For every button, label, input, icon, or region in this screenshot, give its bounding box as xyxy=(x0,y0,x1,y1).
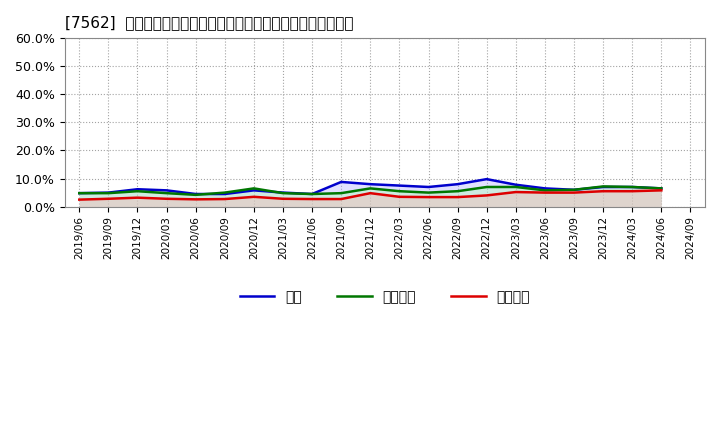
在庫 xyxy=(220,191,229,197)
買入債務 xyxy=(104,191,113,196)
在庫 xyxy=(337,179,346,184)
買入債務 xyxy=(570,187,578,192)
在庫 xyxy=(570,187,578,192)
売上債権 xyxy=(482,193,491,198)
在庫 xyxy=(250,188,258,193)
売上債権 xyxy=(279,196,287,202)
売上債権 xyxy=(162,196,171,202)
Text: [7562]  売上債権、在庫、買入債務の総資産に対する比率の推移: [7562] 売上債権、在庫、買入債務の総資産に対する比率の推移 xyxy=(65,15,354,30)
売上債権 xyxy=(337,196,346,202)
買入債務 xyxy=(657,186,666,191)
在庫 xyxy=(482,176,491,182)
売上債権 xyxy=(104,196,113,202)
買入債務 xyxy=(511,184,520,190)
売上債権 xyxy=(395,194,404,199)
在庫 xyxy=(454,182,462,187)
在庫 xyxy=(511,182,520,187)
売上債権 xyxy=(541,190,549,195)
売上債権 xyxy=(424,194,433,200)
買入債務 xyxy=(628,184,636,190)
在庫 xyxy=(75,191,84,196)
買入債務 xyxy=(250,186,258,191)
在庫 xyxy=(279,190,287,195)
買入債務 xyxy=(307,191,316,197)
買入債務 xyxy=(162,191,171,196)
買入債務 xyxy=(220,190,229,195)
売上債権 xyxy=(192,197,200,202)
買入債務 xyxy=(482,184,491,190)
売上債権 xyxy=(250,194,258,199)
在庫 xyxy=(599,184,608,190)
売上債権 xyxy=(454,194,462,200)
在庫 xyxy=(307,191,316,197)
買入債務 xyxy=(133,189,142,194)
在庫 xyxy=(628,184,636,190)
売上債権 xyxy=(570,190,578,195)
Legend: 在庫, 買入債務, 売上債権: 在庫, 買入債務, 売上債権 xyxy=(234,284,536,309)
Line: 売上債権: 売上債権 xyxy=(79,191,662,200)
在庫 xyxy=(541,186,549,191)
買入債務 xyxy=(454,189,462,194)
在庫 xyxy=(104,190,113,195)
在庫 xyxy=(162,188,171,193)
在庫 xyxy=(395,183,404,188)
在庫 xyxy=(133,187,142,192)
買入債務 xyxy=(366,186,374,191)
買入債務 xyxy=(279,191,287,196)
Line: 在庫: 在庫 xyxy=(79,179,662,194)
買入債務 xyxy=(599,184,608,189)
在庫 xyxy=(192,191,200,197)
売上債権 xyxy=(220,196,229,202)
売上債権 xyxy=(307,196,316,202)
買入債務 xyxy=(75,191,84,196)
売上債権 xyxy=(75,197,84,202)
買入債務 xyxy=(395,189,404,194)
在庫 xyxy=(366,182,374,187)
売上債権 xyxy=(599,189,608,194)
売上債権 xyxy=(366,191,374,196)
売上債権 xyxy=(511,189,520,194)
売上債権 xyxy=(133,195,142,200)
買入債務 xyxy=(337,191,346,196)
買入債務 xyxy=(541,188,549,193)
買入債務 xyxy=(424,190,433,195)
買入債務 xyxy=(192,192,200,198)
在庫 xyxy=(657,186,666,191)
売上債権 xyxy=(657,188,666,193)
売上債権 xyxy=(628,189,636,194)
在庫 xyxy=(424,184,433,190)
Line: 買入債務: 買入債務 xyxy=(79,187,662,195)
